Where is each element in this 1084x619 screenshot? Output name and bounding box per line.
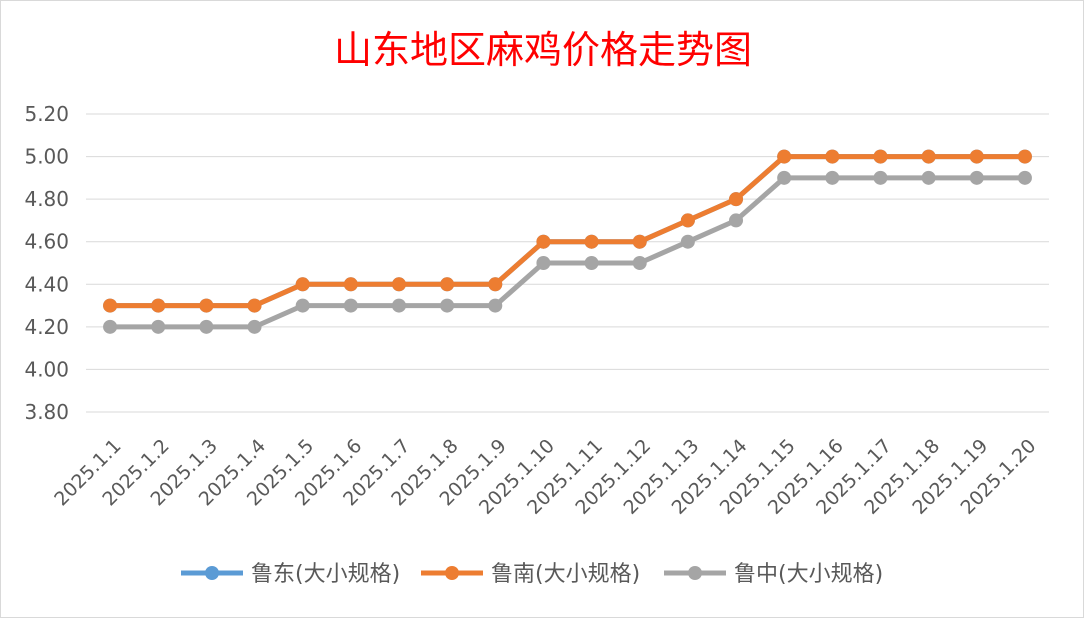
data-point <box>632 256 647 270</box>
data-point <box>488 298 503 313</box>
series-1 <box>103 149 1032 313</box>
y-tick-label: 4.60 <box>24 230 69 254</box>
data-point <box>777 149 792 164</box>
data-point <box>1017 170 1032 185</box>
data-point <box>343 298 358 313</box>
data-point <box>343 277 358 292</box>
data-point <box>295 277 310 292</box>
data-point <box>921 170 936 185</box>
x-axis-ticks: 2025.1.12025.1.22025.1.32025.1.42025.1.5… <box>50 435 1040 519</box>
legend-label: 鲁南(大小规格) <box>491 562 640 587</box>
legend-item: 鲁东(大小规格) <box>181 562 400 587</box>
data-point <box>440 298 455 313</box>
data-point <box>488 277 503 292</box>
data-point <box>921 149 936 164</box>
legend-label: 鲁东(大小规格) <box>251 562 400 587</box>
data-point <box>680 213 695 228</box>
y-tick-label: 4.80 <box>24 187 69 211</box>
series-line <box>107 154 1028 309</box>
data-point <box>873 149 888 164</box>
data-point <box>873 170 888 185</box>
series-lines <box>103 149 1032 334</box>
data-point <box>825 170 840 185</box>
y-tick-label: 5.00 <box>24 145 69 169</box>
legend-label: 鲁中(大小规格) <box>734 562 883 587</box>
data-point <box>536 234 551 249</box>
chart-title: 山东地区麻鸡价格走势图 <box>334 28 752 72</box>
data-point <box>632 234 647 249</box>
data-point <box>584 234 599 249</box>
data-point <box>247 298 262 313</box>
data-point <box>729 213 744 228</box>
legend-marker <box>688 566 702 580</box>
y-tick-label: 5.20 <box>24 102 69 126</box>
legend: 鲁东(大小规格) 鲁南(大小规格) 鲁中(大小规格) <box>181 562 883 587</box>
data-point <box>151 319 166 334</box>
data-point <box>680 234 695 249</box>
series-line <box>107 175 1028 330</box>
data-point <box>103 298 118 313</box>
data-point <box>969 170 984 185</box>
series-2 <box>103 149 1032 313</box>
series-3 <box>103 170 1032 334</box>
data-point <box>391 277 406 292</box>
legend-item: 鲁南(大小规格) <box>421 562 640 587</box>
legend-marker <box>205 566 219 580</box>
legend-marker <box>445 566 459 580</box>
data-point <box>103 319 118 334</box>
y-tick-label: 4.20 <box>24 315 69 339</box>
data-point <box>391 298 406 313</box>
data-point <box>440 277 455 292</box>
y-tick-label: 4.00 <box>24 357 69 381</box>
data-point <box>969 149 984 164</box>
data-point <box>777 170 792 185</box>
y-tick-label: 4.40 <box>24 272 69 296</box>
legend-item: 鲁中(大小规格) <box>664 562 883 587</box>
data-point <box>1017 149 1032 164</box>
data-point <box>825 149 840 164</box>
data-point <box>584 256 599 270</box>
data-point <box>295 298 310 313</box>
data-point <box>729 192 744 207</box>
data-point <box>199 298 214 313</box>
data-point <box>536 256 551 270</box>
data-point <box>151 298 166 313</box>
y-axis-ticks: 3.80 4.00 4.20 4.40 4.60 4.80 5.00 5.20 <box>24 102 69 424</box>
data-point <box>199 319 214 334</box>
y-tick-label: 3.80 <box>24 400 69 424</box>
data-point <box>247 319 262 334</box>
